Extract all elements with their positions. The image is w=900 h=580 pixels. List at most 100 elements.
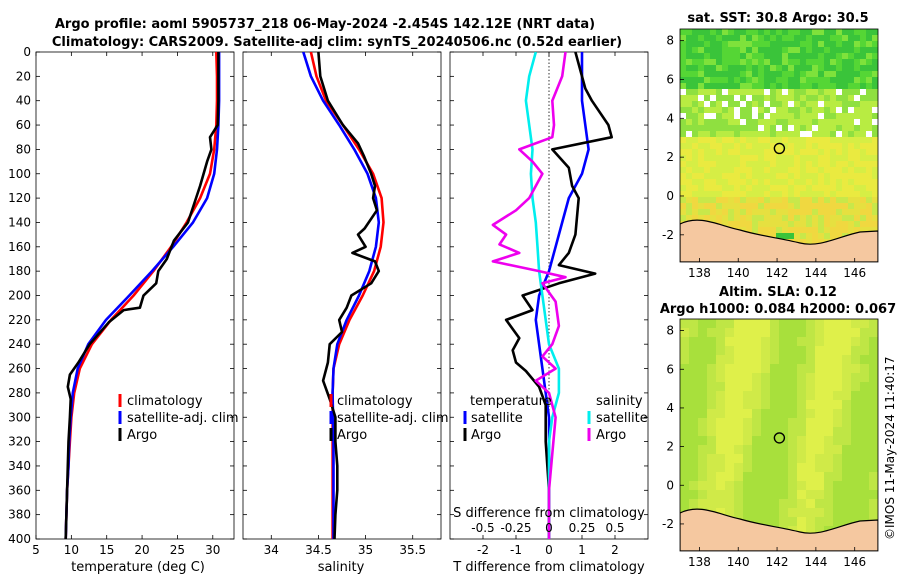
sst-map-cell (740, 83, 747, 90)
depth-tick-label: 380 (8, 508, 31, 522)
sst-map-cell (680, 125, 687, 132)
sst-map-cell (680, 95, 687, 102)
sst-map-xtick-label: 144 (804, 266, 827, 280)
sla-map-cell (833, 409, 843, 419)
sst-map-cell (692, 137, 699, 144)
sst-map-cell (764, 197, 771, 204)
sst-map-cell (722, 185, 729, 192)
sla-map-cell (698, 337, 708, 347)
sla-map-cell (860, 499, 870, 509)
sst-map-cell (740, 65, 747, 72)
sla-map-cell (797, 391, 807, 401)
sst-map-cell (782, 65, 789, 72)
temperature-xtick-label: 20 (134, 543, 149, 557)
sst-map-cell (776, 143, 783, 150)
sst-map-cell (812, 179, 819, 186)
sst-map-cell (734, 71, 741, 78)
sla-map-cell (680, 427, 690, 437)
sst-map-cell (770, 59, 777, 66)
sst-map-cell (794, 59, 801, 66)
sla-map-cell (851, 472, 861, 482)
sst-map-cell (716, 77, 723, 84)
sla-map-cell (806, 463, 816, 473)
sst-map-cell (740, 137, 747, 144)
sst-map-cell (788, 191, 795, 198)
sst-map-cell (818, 191, 825, 198)
sst-map-cell (788, 125, 795, 132)
sst-map-cell (728, 65, 735, 72)
sst-map-cell (836, 65, 843, 72)
sst-map-cell (740, 197, 747, 204)
sst-map-cell (746, 197, 753, 204)
sst-map-cell (770, 155, 777, 162)
sla-map-cell (716, 382, 726, 392)
sst-map-cell (866, 89, 873, 96)
sst-map-cell (818, 143, 825, 150)
sst-map-cell (794, 107, 801, 114)
sst-map-cell (818, 95, 825, 102)
sst-map-cell (872, 77, 878, 84)
sla-map-cell (869, 337, 878, 347)
sst-map-cell (728, 197, 735, 204)
difference-series-temperature-argo (504, 52, 614, 539)
sst-map-cell (698, 41, 705, 48)
sla-map-xtick-label: 144 (804, 555, 827, 569)
sla-map-cell (860, 400, 870, 410)
sst-map-cell (740, 203, 747, 210)
sst-map-cell (818, 35, 825, 42)
sst-map-cell (710, 113, 717, 120)
sla-map-cell (869, 508, 878, 518)
sst-map-cell (704, 47, 711, 54)
sst-map-cell (776, 197, 783, 204)
sst-map-cell (812, 77, 819, 84)
sst-map-cell (770, 107, 777, 114)
sst-map-cell (704, 89, 711, 96)
sst-map-cell (704, 179, 711, 186)
sst-map-cell (872, 161, 878, 168)
salinity-xtick-label: 34 (264, 543, 279, 557)
sla-map-cell (851, 508, 861, 518)
sst-map-cell (710, 203, 717, 210)
sst-map-cell (716, 197, 723, 204)
sst-map-cell (830, 155, 837, 162)
depth-tick-label: 360 (8, 483, 31, 497)
sst-map-cell (854, 155, 861, 162)
sst-map-cell (740, 155, 747, 162)
sla-map-cell (698, 328, 708, 338)
sst-map-cell (836, 131, 843, 138)
sst-map-cell (776, 161, 783, 168)
legend-satellite-label: satellite-adj. clim (127, 411, 239, 426)
sst-map-cell (752, 173, 759, 180)
sla-map-cell (680, 418, 690, 428)
sst-map-cell (740, 221, 747, 228)
sla-map-cell (734, 463, 744, 473)
sst-map-cell (836, 107, 843, 114)
sst-map-cell (818, 131, 825, 138)
sla-map-cell (842, 319, 852, 329)
depth-tick-label: 60 (16, 118, 31, 132)
sst-map-cell (872, 119, 878, 126)
sst-map-cell (734, 29, 741, 36)
sst-map-cell (806, 179, 813, 186)
sst-map-cell (860, 209, 867, 216)
sla-map-cell (752, 508, 762, 518)
sla-map-cell (698, 427, 708, 437)
sst-map-cell (752, 47, 759, 54)
sla-map-cell (851, 355, 861, 365)
sla-map-cell (752, 472, 762, 482)
sla-map-cell (716, 427, 726, 437)
sst-map-cell (728, 215, 735, 222)
sst-map-cell (752, 119, 759, 126)
sla-map-cell (725, 355, 735, 365)
sla-map-cell (680, 346, 690, 356)
sst-map-cell (764, 125, 771, 132)
sst-map-cell (680, 41, 687, 48)
sst-map-cell (848, 161, 855, 168)
sst-map-cell (866, 113, 873, 120)
sla-map-cell (698, 499, 708, 509)
legend-salinity-title: salinity (596, 394, 643, 409)
sst-map-cell (704, 83, 711, 90)
sst-map-ytick-label: -2 (662, 228, 674, 242)
sst-map-cell (686, 59, 693, 66)
